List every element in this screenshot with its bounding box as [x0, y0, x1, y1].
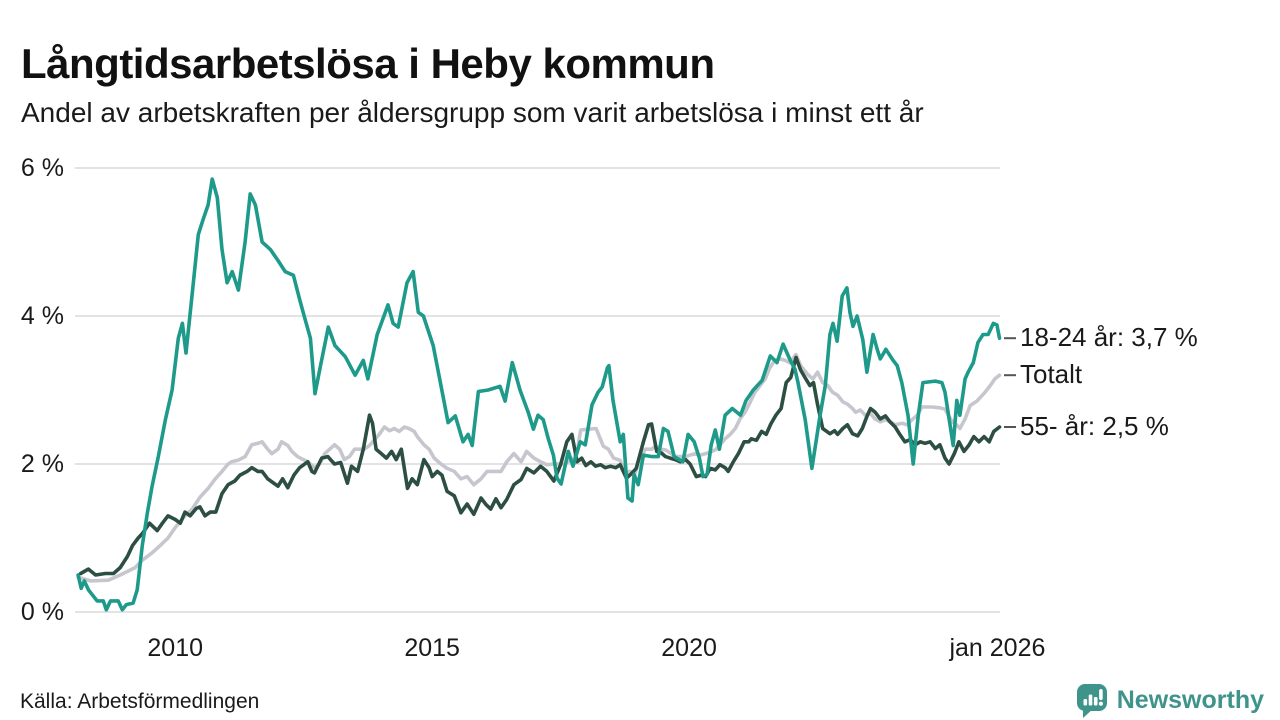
series-line-55plus [78, 355, 1002, 577]
series-line-totalt [76, 352, 1002, 583]
x-axis-tick-label: 2015 [404, 634, 460, 662]
y-axis-tick-label: 4 % [20, 302, 64, 330]
legend-label-18-24: 18-24 år: 3,7 % [1020, 322, 1198, 353]
y-axis-tick-label: 2 % [20, 450, 64, 478]
newsworthy-wordmark: Newsworthy [1116, 685, 1264, 714]
legend-label-55plus: 55- år: 2,5 % [1020, 411, 1169, 441]
legend-label-totalt: Totalt [1020, 359, 1083, 390]
newsworthy-bubble-chart-icon [1076, 684, 1107, 718]
series-line-18-24 [76, 177, 1002, 612]
newsworthy-logo[interactable]: Newsworthy [1075, 682, 1264, 718]
x-axis-tick-label: 2020 [661, 634, 717, 662]
y-axis-tick-label: 0 % [20, 598, 64, 626]
chart-subtitle: Andel av arbetskraften per åldersgrupp s… [21, 97, 924, 128]
page-title: Långtidsarbetslösa i Heby kommun [21, 40, 715, 88]
x-axis-tick-label: jan 2026 [949, 634, 1046, 662]
y-axis-tick-label: 6 % [20, 154, 64, 182]
source-note: Källa: Arbetsförmedlingen [20, 690, 260, 713]
x-axis-tick-label: 2010 [147, 634, 204, 662]
